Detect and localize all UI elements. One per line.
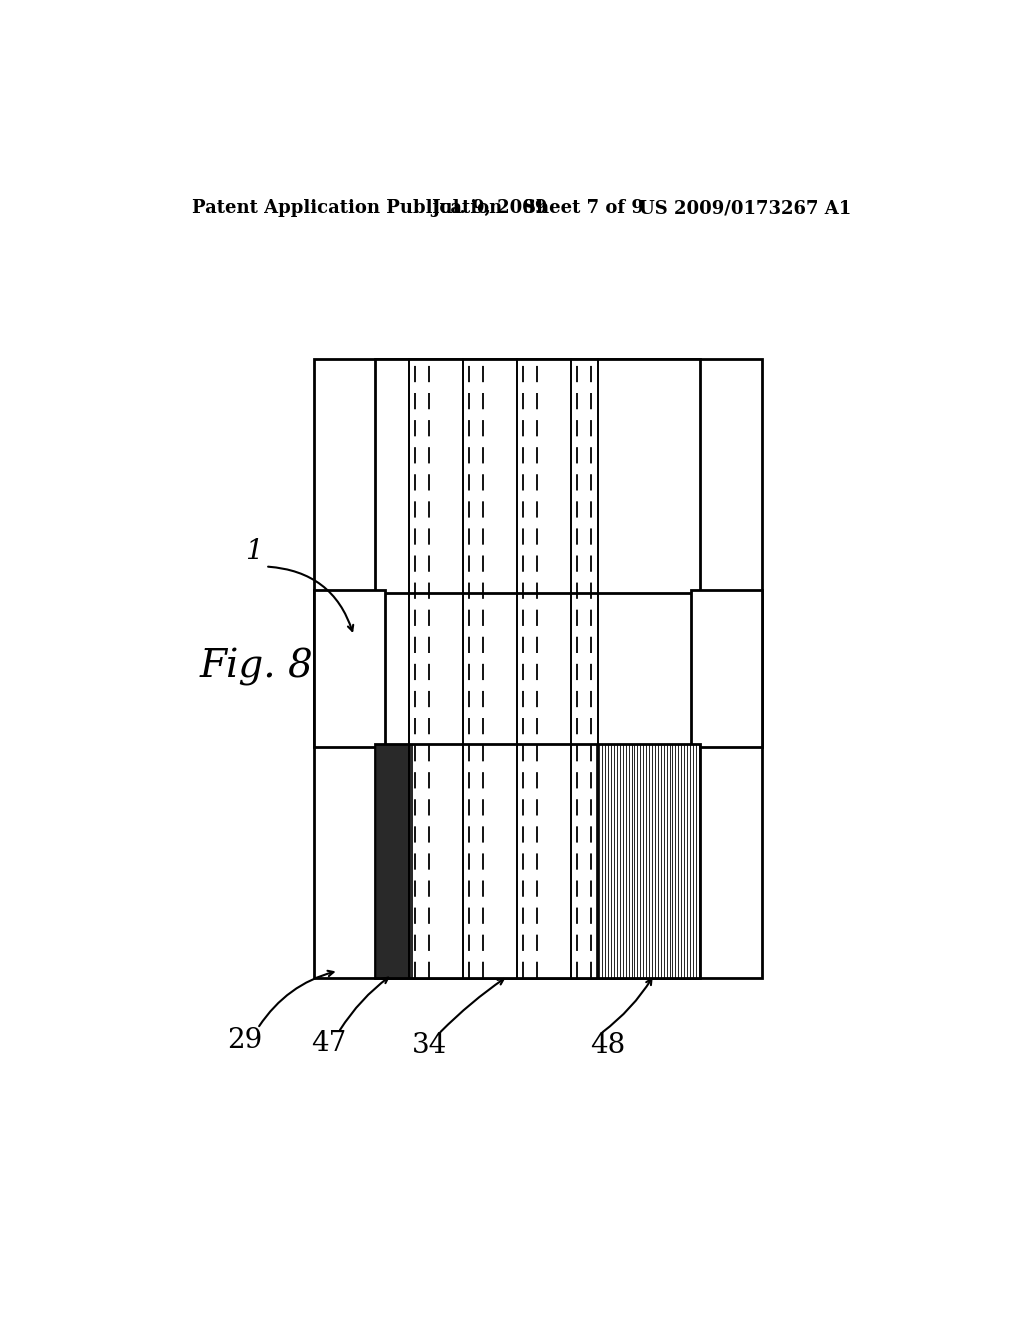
- Text: 29: 29: [227, 1027, 262, 1053]
- Bar: [691, 590, 762, 747]
- Text: 47: 47: [311, 1031, 347, 1057]
- Text: US 2009/0173267 A1: US 2009/0173267 A1: [639, 199, 851, 218]
- Text: Sheet 7 of 9: Sheet 7 of 9: [523, 199, 644, 218]
- Bar: [313, 359, 762, 978]
- Text: 1: 1: [245, 537, 262, 565]
- Text: Patent Application Publication: Patent Application Publication: [193, 199, 503, 218]
- Text: Fig. 8: Fig. 8: [200, 648, 313, 685]
- Bar: [376, 359, 700, 594]
- Text: Jul. 9, 2009: Jul. 9, 2009: [431, 199, 547, 218]
- Bar: [313, 590, 385, 747]
- Text: 48: 48: [590, 1032, 626, 1059]
- Bar: [376, 743, 700, 978]
- Text: 34: 34: [412, 1032, 446, 1059]
